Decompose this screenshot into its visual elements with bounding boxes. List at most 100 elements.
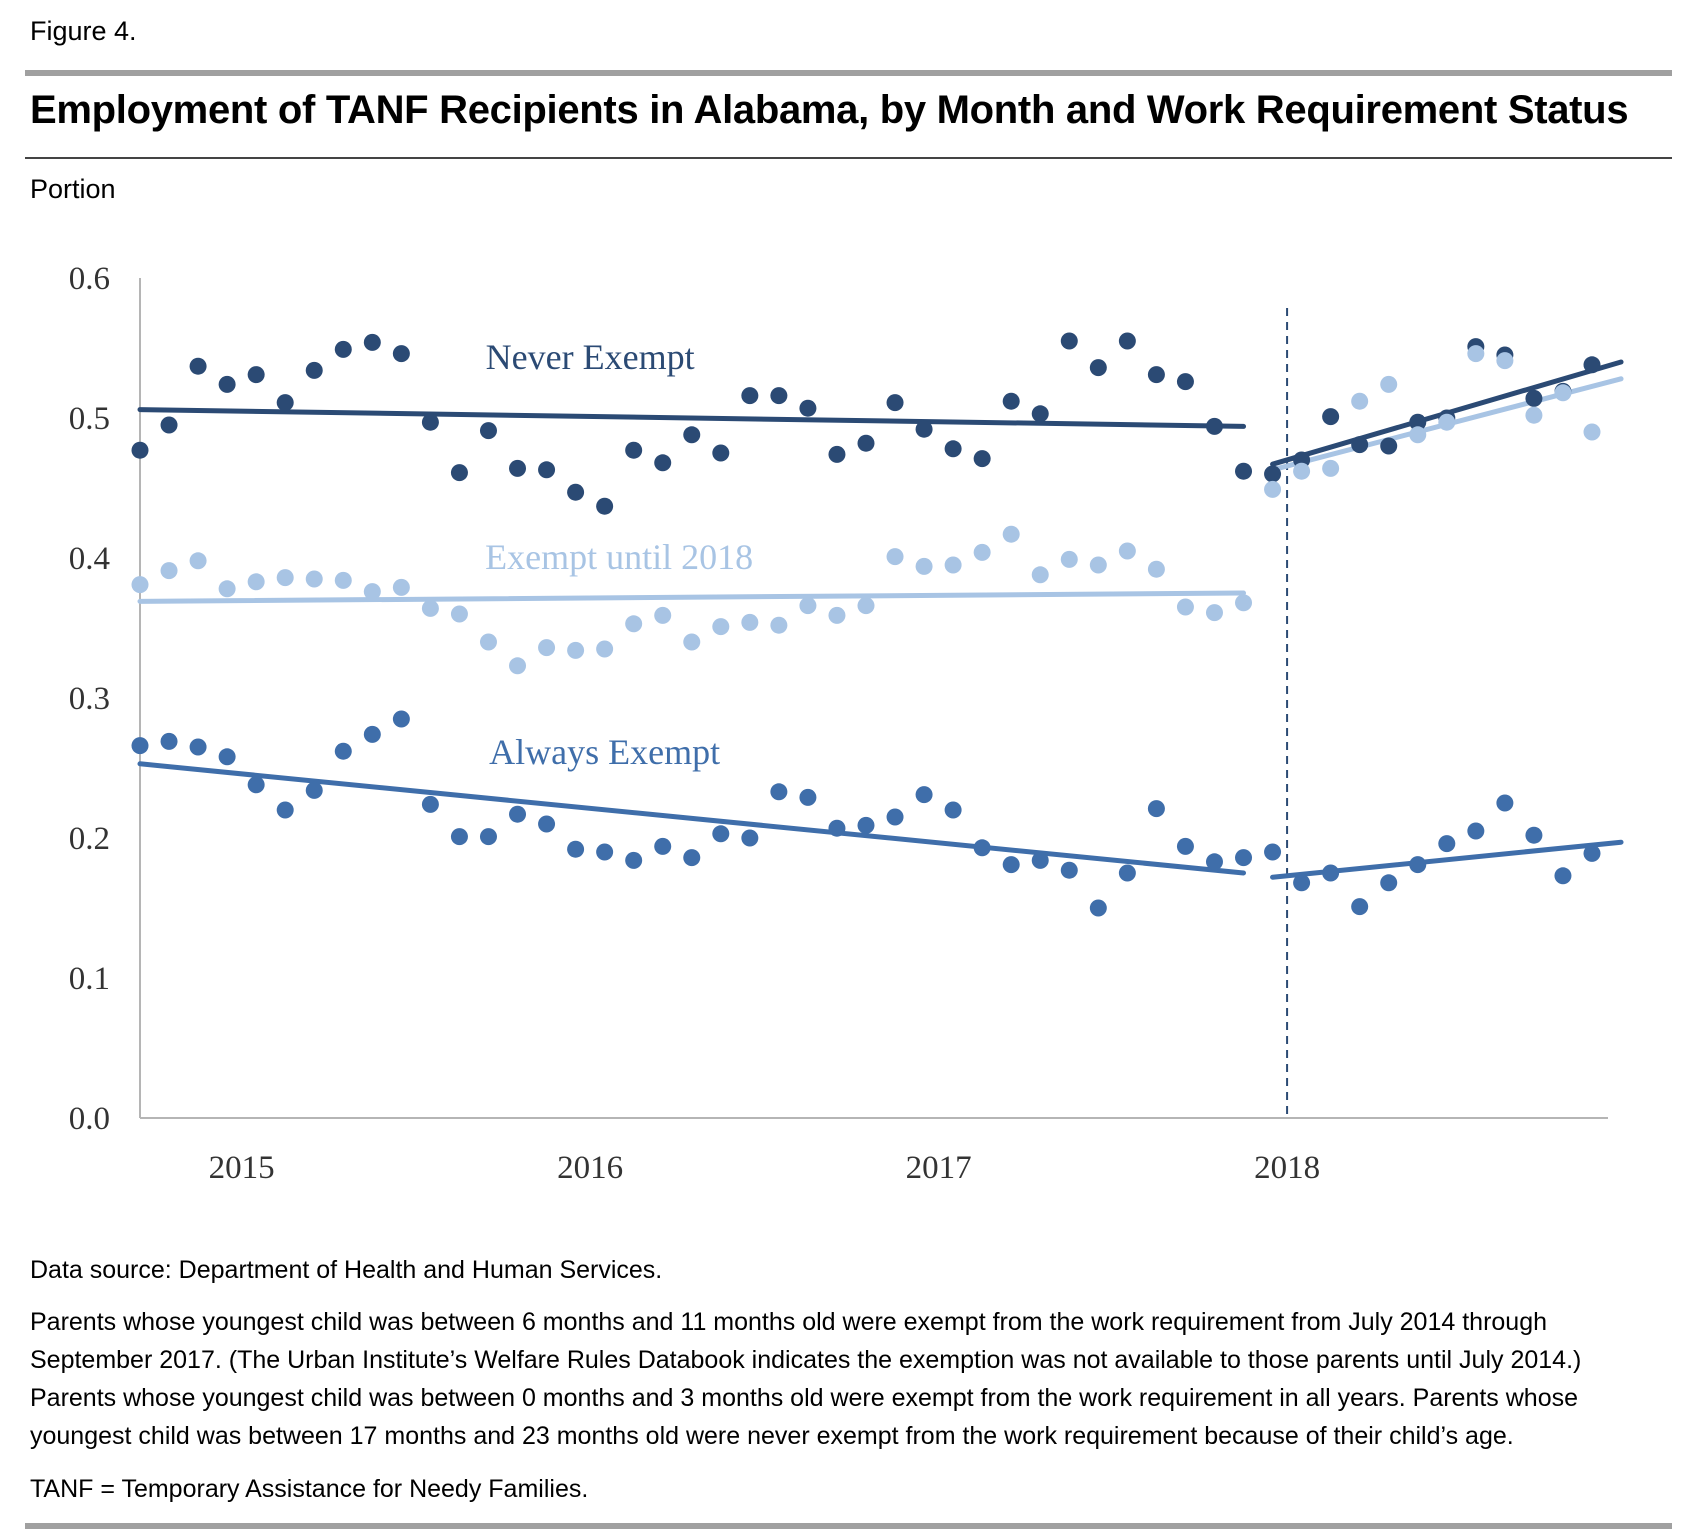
data-point (334, 340, 352, 358)
data-point (538, 815, 556, 833)
data-point (886, 808, 904, 826)
data-point (218, 748, 236, 766)
data-point (479, 633, 497, 651)
data-point (1293, 462, 1311, 480)
data-point (1380, 437, 1398, 455)
data-point (1205, 604, 1223, 622)
scatter-chart: 0.0 0.1 0.2 0.3 0.4 0.5 0.6 2015 2016 2017 2018 Ne… (69, 261, 1624, 1186)
data-point (421, 413, 439, 431)
data-point (1002, 525, 1020, 543)
data-point (479, 828, 497, 846)
data-point (1409, 856, 1427, 874)
series-label: Exempt until 2018 (485, 537, 753, 577)
data-point (1118, 542, 1136, 560)
data-point (973, 450, 991, 468)
data-point (276, 569, 294, 587)
data-point (189, 552, 207, 570)
data-point (1089, 899, 1107, 917)
data-point (1496, 352, 1514, 370)
x-tick-label: 2018 (1254, 1150, 1320, 1186)
data-point (160, 562, 178, 580)
data-point (189, 357, 207, 375)
data-point (1438, 413, 1456, 431)
data-point (1031, 566, 1049, 584)
data-point (1409, 426, 1427, 444)
data-point (1118, 332, 1136, 350)
data-point (189, 738, 207, 756)
data-point (363, 583, 381, 601)
data-point (1409, 413, 1427, 431)
data-point (1118, 864, 1136, 882)
data-point (276, 801, 294, 819)
data-point (828, 606, 846, 624)
data-point (1002, 856, 1020, 874)
data-point (305, 361, 323, 379)
data-point (915, 557, 933, 575)
data-point (799, 399, 817, 417)
y-tick-label: 0.3 (69, 681, 110, 717)
data-point (1322, 459, 1340, 477)
data-point (450, 828, 468, 846)
data-point (1147, 800, 1165, 818)
data-point (625, 615, 643, 633)
y-tick-label: 0.6 (69, 261, 110, 297)
data-point (886, 394, 904, 412)
data-point (479, 422, 497, 440)
data-point (1089, 359, 1107, 377)
data-point (131, 737, 149, 755)
data-point (712, 825, 730, 843)
data-point (247, 776, 265, 794)
data-points (131, 332, 1601, 917)
data-point (538, 461, 556, 479)
data-point (450, 605, 468, 623)
data-point (1205, 853, 1223, 871)
series-label: Always Exempt (489, 732, 720, 772)
title-rule (25, 157, 1672, 159)
data-point (944, 440, 962, 458)
data-point (1264, 465, 1282, 483)
trend-lines (137, 359, 1624, 880)
data-point (1380, 874, 1398, 892)
data-point (1235, 462, 1253, 480)
figure-label: Figure 4. (30, 16, 137, 46)
data-point (1351, 898, 1369, 916)
data-point (1060, 550, 1078, 568)
data-point (1176, 373, 1194, 391)
data-point (1496, 794, 1514, 812)
data-point (131, 576, 149, 594)
data-point (160, 416, 178, 434)
data-point (509, 459, 527, 477)
data-point (1322, 864, 1340, 882)
bottom-rule (25, 1523, 1672, 1529)
data-point (1583, 844, 1601, 862)
data-point (770, 783, 788, 801)
y-tick-label: 0.0 (69, 1101, 110, 1137)
data-point (1176, 837, 1194, 855)
data-point (1525, 389, 1543, 407)
data-point (596, 843, 614, 861)
data-point (799, 597, 817, 615)
data-point (741, 613, 759, 631)
data-point (712, 444, 730, 462)
data-point (334, 571, 352, 589)
data-point (654, 606, 672, 624)
data-point (1089, 556, 1107, 574)
data-point (1438, 835, 1456, 853)
data-point (1147, 366, 1165, 384)
data-point (799, 788, 817, 806)
data-point (160, 732, 178, 750)
data-point (1467, 822, 1485, 840)
data-point (567, 483, 585, 501)
data-point (596, 640, 614, 658)
data-point (1060, 861, 1078, 879)
data-point (1293, 874, 1311, 892)
data-point (392, 345, 410, 363)
data-point (683, 633, 701, 651)
data-point (509, 657, 527, 675)
data-point (944, 801, 962, 819)
data-point (1380, 375, 1398, 393)
data-point (625, 851, 643, 869)
x-tick-label: 2016 (557, 1150, 623, 1186)
data-point (886, 548, 904, 566)
data-point (538, 639, 556, 657)
